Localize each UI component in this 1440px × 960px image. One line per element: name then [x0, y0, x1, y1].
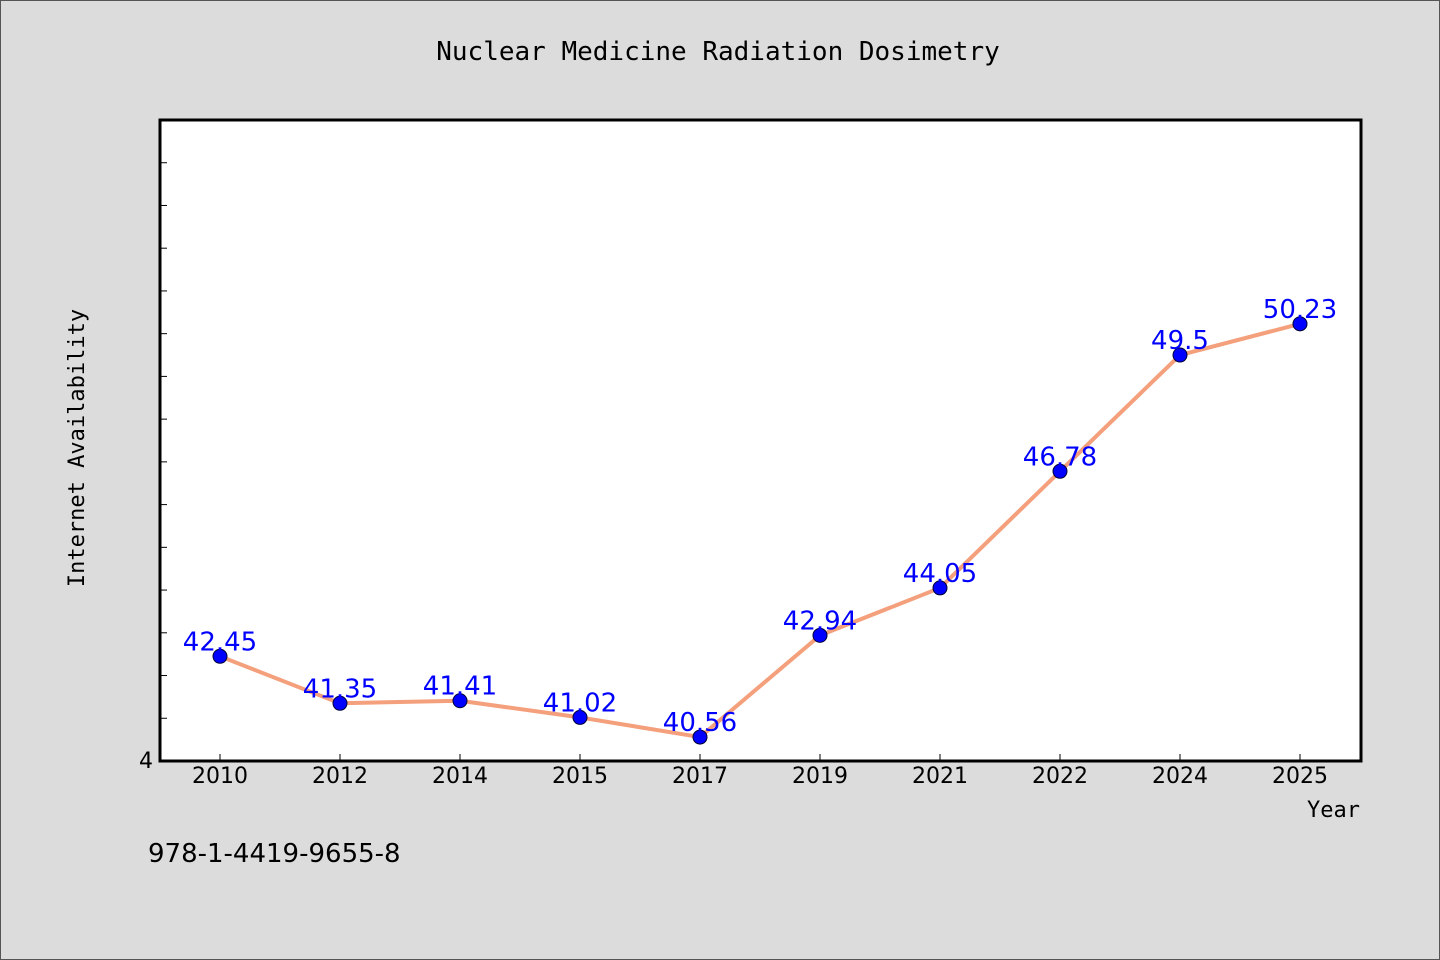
data-point — [332, 695, 348, 711]
data-point — [812, 627, 828, 643]
x-tick-label: 2010 — [192, 764, 248, 789]
x-tick-label: 2022 — [1032, 764, 1088, 789]
data-point — [692, 729, 708, 745]
data-label: 44.05 — [903, 559, 977, 589]
plot-area — [158, 118, 1363, 763]
data-point — [1292, 316, 1308, 332]
data-label: 42.45 — [183, 627, 257, 657]
x-tick-label: 2015 — [552, 764, 608, 789]
data-label: 41.02 — [543, 688, 617, 718]
data-label: 41.41 — [423, 672, 497, 702]
series-points — [212, 316, 1308, 745]
y-axis-label: Internet Availability — [65, 309, 90, 587]
y-axis-ticks — [160, 162, 167, 719]
series-line — [218, 321, 1302, 740]
y-tick-label: 4 — [139, 749, 153, 774]
x-axis-label: Year — [1307, 798, 1360, 823]
x-tick-label: 2017 — [672, 764, 728, 789]
x-tick-label: 2021 — [912, 764, 968, 789]
data-point — [1172, 347, 1188, 363]
chart-title: Nuclear Medicine Radiation Dosimetry — [436, 37, 1000, 67]
data-label: 46.78 — [1023, 442, 1097, 472]
data-point — [572, 709, 588, 725]
x-tick-label: 2014 — [432, 764, 488, 789]
data-label: 40.56 — [663, 708, 737, 738]
x-tick-label: 2024 — [1152, 764, 1208, 789]
x-axis-ticks: 2010 2012 2014 2015 2017 2019 2021 2022 2024 2025 — [192, 754, 1328, 789]
data-label: 42.94 — [783, 606, 857, 636]
data-point — [452, 693, 468, 709]
x-tick-label: 2025 — [1272, 764, 1328, 789]
data-label: 49.5 — [1151, 326, 1209, 356]
data-label: 50.23 — [1263, 295, 1337, 325]
x-tick-label: 2019 — [792, 764, 848, 789]
data-point — [212, 648, 228, 664]
data-point — [932, 580, 948, 596]
data-point — [1052, 463, 1068, 479]
data-label: 41.35 — [303, 674, 377, 704]
data-labels: 42.45 41.35 41.41 41.02 40.56 42.94 44.05 46.78… — [183, 295, 1337, 738]
isbn-text: 978-1-4419-9655-8 — [148, 839, 401, 869]
x-tick-label: 2012 — [312, 764, 368, 789]
